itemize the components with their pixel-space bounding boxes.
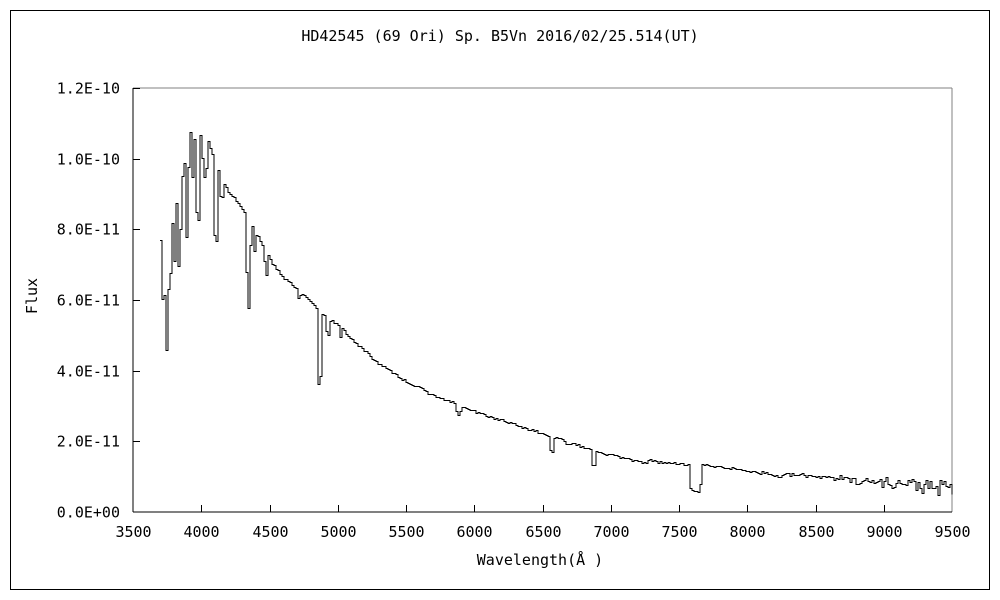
outer-border — [10, 10, 990, 590]
x-axis-title: Wavelength(Å ) — [477, 550, 603, 569]
x-tick-label: 5000 — [320, 523, 356, 541]
x-tick-label: 3500 — [115, 523, 151, 541]
y-tick-label: 4.0E-11 — [57, 363, 120, 381]
y-tick-label: 8.0E-11 — [57, 221, 120, 239]
x-tick-label: 4000 — [183, 523, 219, 541]
y-tick-label: 1.2E-10 — [57, 80, 120, 98]
x-tick-label: 7500 — [661, 523, 697, 541]
y-tick-label: 1.0E-10 — [57, 151, 120, 169]
spectrum-line — [160, 132, 953, 496]
y-ticks — [133, 88, 140, 442]
x-tick-label: 4500 — [252, 523, 288, 541]
y-tick-label: 0.0E+00 — [57, 504, 120, 522]
x-tick-label: 9000 — [866, 523, 902, 541]
plot-frame — [133, 87, 953, 512]
y-tick-label: 2.0E-11 — [57, 433, 120, 451]
y-tick-label: 6.0E-11 — [57, 292, 120, 310]
y-tick-labels: 0.0E+00 2.0E-11 4.0E-11 6.0E-11 8.0E-11 1.0E-… — [57, 80, 120, 522]
x-tick-label: 5500 — [388, 523, 424, 541]
y-axis-title: Flux — [23, 278, 41, 314]
x-tick-label: 8000 — [729, 523, 765, 541]
x-tick-labels: 3500 4000 4500 5000 5500 6000 6500 7000 7500 8000… — [115, 523, 970, 541]
x-tick-label: 7000 — [593, 523, 629, 541]
chart-title: HD42545 (69 Ori) Sp. B5Vn 2016/02/25.514… — [301, 27, 698, 45]
x-tick-label: 6000 — [456, 523, 492, 541]
x-tick-label: 8500 — [798, 523, 834, 541]
x-tick-label: 6500 — [525, 523, 561, 541]
x-ticks — [201, 505, 885, 512]
x-tick-label: 9500 — [934, 523, 970, 541]
